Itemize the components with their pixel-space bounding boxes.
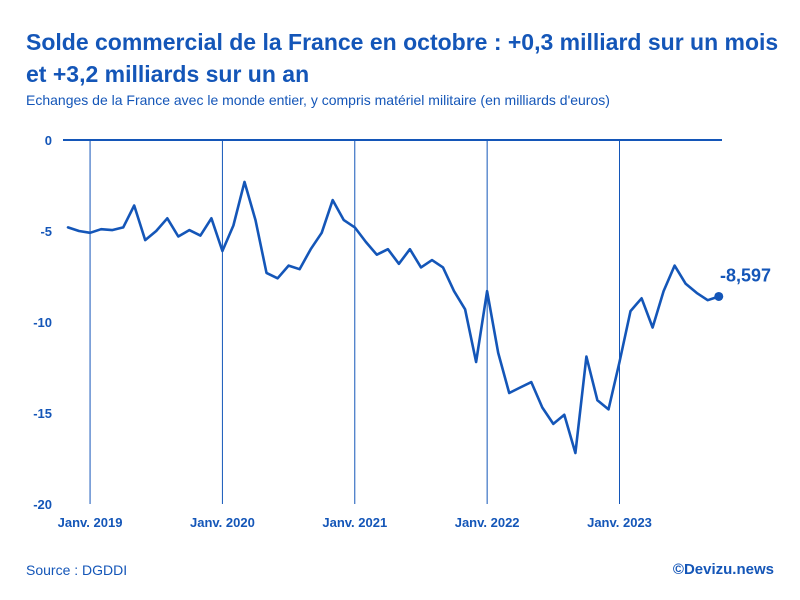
- brand-credit: ©Devizu.news: [672, 561, 774, 578]
- x-tick-label: Janv. 2020: [190, 515, 255, 530]
- chart-subtitle: Echanges de la France avec le monde enti…: [26, 92, 610, 108]
- x-tick-label: Janv. 2019: [58, 515, 123, 530]
- y-tick-label: -10: [33, 315, 52, 330]
- y-tick-label: 0: [45, 133, 52, 148]
- last-value-label: -8,597: [720, 265, 771, 285]
- x-tick-label: Janv. 2022: [455, 515, 520, 530]
- x-tick-label: Janv. 2023: [587, 515, 652, 530]
- x-tick-label: Janv. 2021: [322, 515, 387, 530]
- chart-title: Solde commercial de la France en octobre…: [26, 29, 779, 87]
- y-tick-label: -20: [33, 497, 52, 512]
- last-point: [714, 291, 724, 301]
- source-note: Source : DGDDI: [26, 562, 128, 578]
- y-tick-label: -5: [40, 224, 52, 239]
- y-tick-label: -15: [33, 406, 52, 421]
- series-line: [66, 180, 721, 455]
